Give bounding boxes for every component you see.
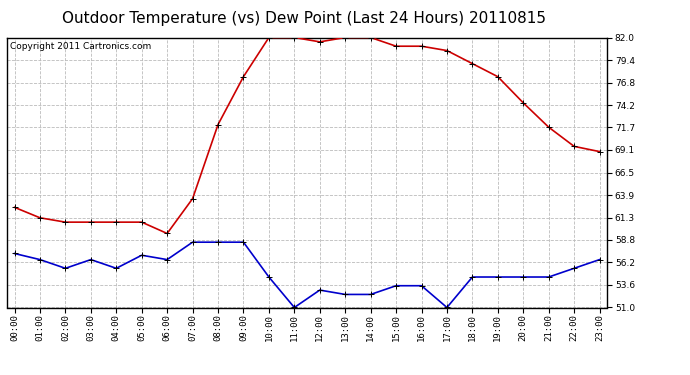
- Text: Copyright 2011 Cartronics.com: Copyright 2011 Cartronics.com: [10, 42, 151, 51]
- Text: Outdoor Temperature (vs) Dew Point (Last 24 Hours) 20110815: Outdoor Temperature (vs) Dew Point (Last…: [61, 11, 546, 26]
